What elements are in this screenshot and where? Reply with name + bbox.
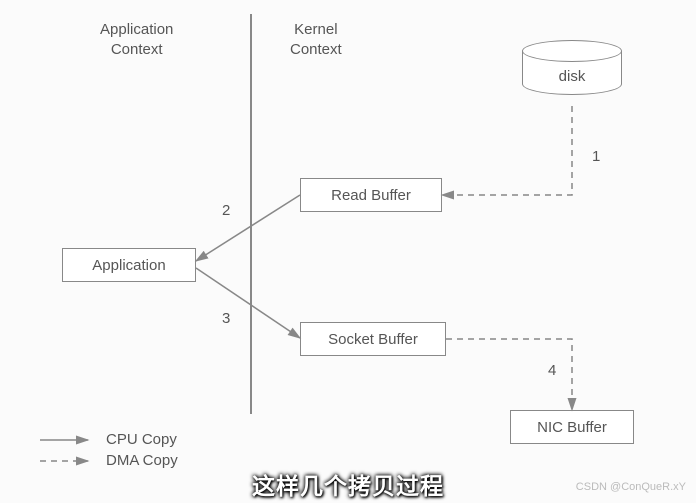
legend-cpu-row: CPU Copy (38, 431, 178, 448)
edge-label-4: 4 (548, 362, 556, 379)
edge-label-3: 3 (222, 310, 230, 327)
caption: 这样几个拷贝过程 (252, 467, 444, 501)
legend-solid-arrow-icon (38, 433, 94, 447)
disk-label: disk (522, 68, 622, 85)
kernel-context-header: Kernel Context (290, 20, 342, 59)
read-buffer-label: Read Buffer (331, 187, 411, 204)
disk-top (522, 40, 622, 62)
read-buffer-node: Read Buffer (300, 178, 442, 212)
context-divider (250, 14, 252, 414)
disk-node: disk (522, 40, 622, 106)
kernel-context-text: Kernel Context (290, 21, 342, 58)
edge-1 (442, 106, 572, 195)
edge-label-2: 2 (222, 202, 230, 219)
legend-cpu-label: CPU Copy (106, 431, 177, 448)
zero-copy-diagram: Application Context Kernel Context disk … (0, 0, 696, 503)
app-context-header: Application Context (100, 20, 173, 59)
edge-2 (196, 195, 300, 261)
application-label: Application (92, 257, 165, 274)
legend-dma-label: DMA Copy (106, 452, 178, 469)
edge-label-1: 1 (592, 148, 600, 165)
app-context-text: Application Context (100, 21, 173, 58)
socket-buffer-node: Socket Buffer (300, 322, 446, 356)
legend-dashed-arrow-icon (38, 454, 94, 468)
nic-buffer-label: NIC Buffer (537, 419, 607, 436)
watermark: CSDN @ConQueR.xY (576, 481, 686, 493)
legend-dma-row: DMA Copy (38, 452, 178, 469)
nic-buffer-node: NIC Buffer (510, 410, 634, 444)
legend: CPU Copy DMA Copy (38, 427, 178, 469)
socket-buffer-label: Socket Buffer (328, 331, 418, 348)
application-node: Application (62, 248, 196, 282)
edge-3 (196, 268, 300, 338)
